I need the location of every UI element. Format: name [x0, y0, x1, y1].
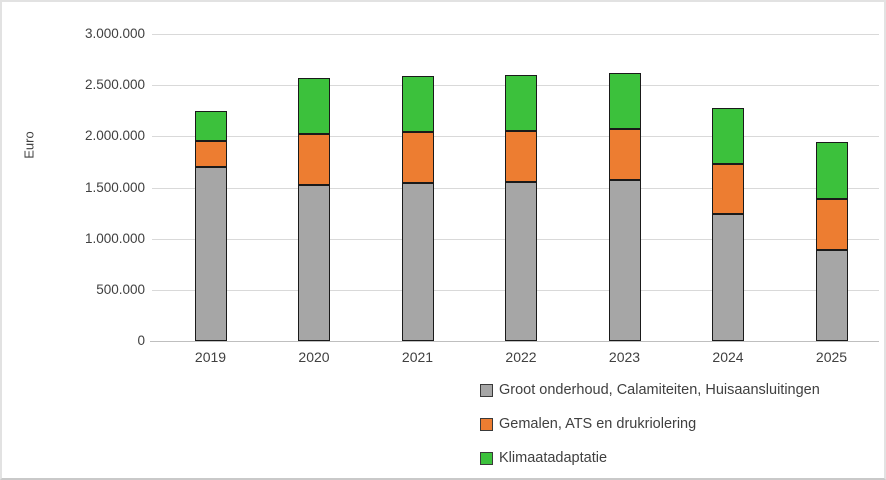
bar-segment — [712, 107, 744, 164]
bar-segment — [815, 249, 848, 341]
x-tick-label: 2022 — [505, 349, 537, 365]
x-axis-line — [150, 341, 879, 342]
y-tick-label: 3.000.000 — [84, 26, 145, 41]
bar-segment — [401, 132, 434, 184]
bar-segment — [815, 198, 848, 250]
y-tick-label: 500.000 — [96, 281, 145, 297]
y-tick-label: 0 — [137, 333, 145, 348]
bar-segment — [608, 129, 641, 181]
bar-segment — [298, 134, 330, 186]
bar-segment — [505, 131, 537, 183]
bar-segment — [608, 180, 641, 341]
bar-segment — [505, 182, 537, 341]
bar-segment — [712, 214, 744, 341]
legend-swatch — [480, 417, 493, 431]
bar-segment — [194, 110, 227, 142]
legend-label: Klimaatadaptatie — [499, 450, 608, 466]
gridline — [152, 34, 879, 35]
bar-segment — [194, 141, 227, 168]
bar-segment — [401, 75, 434, 133]
legend-label: Groot onderhoud, Calamiteiten, Huisaansl… — [499, 382, 820, 398]
x-tick-label: 2025 — [815, 349, 848, 365]
bar-segment — [298, 185, 330, 341]
y-tick-label: 1.500.000 — [84, 179, 145, 195]
chart-legend: Groot onderhoud, Calamiteiten, Huisaansl… — [480, 379, 820, 478]
x-tick-label: 2019 — [194, 349, 227, 365]
legend-swatch — [480, 451, 493, 465]
x-tick-label: 2020 — [298, 349, 330, 365]
bar-segment — [712, 163, 744, 215]
legend-swatch — [480, 383, 493, 397]
x-tick-label: 2024 — [712, 349, 744, 365]
legend-item: Groot onderhoud, Calamiteiten, Huisaansl… — [480, 379, 820, 401]
bar-segment — [608, 72, 641, 130]
bar-segment — [194, 167, 227, 341]
x-tick-label: 2023 — [608, 349, 641, 365]
bar-segment — [505, 74, 537, 132]
y-tick-label: 2.500.000 — [84, 77, 145, 93]
bar-segment — [298, 78, 330, 135]
bar-segment — [401, 183, 434, 341]
legend-item: Gemalen, ATS en drukriolering — [480, 413, 820, 435]
y-tick-label: 1.000.000 — [84, 230, 145, 246]
legend-label: Gemalen, ATS en drukriolering — [499, 416, 697, 432]
plot-area — [150, 34, 879, 342]
y-tick-label: 2.000.000 — [84, 128, 145, 144]
bar-segment — [815, 142, 848, 199]
x-tick-label: 2021 — [401, 349, 434, 365]
legend-item: Klimaatadaptatie — [480, 447, 820, 469]
